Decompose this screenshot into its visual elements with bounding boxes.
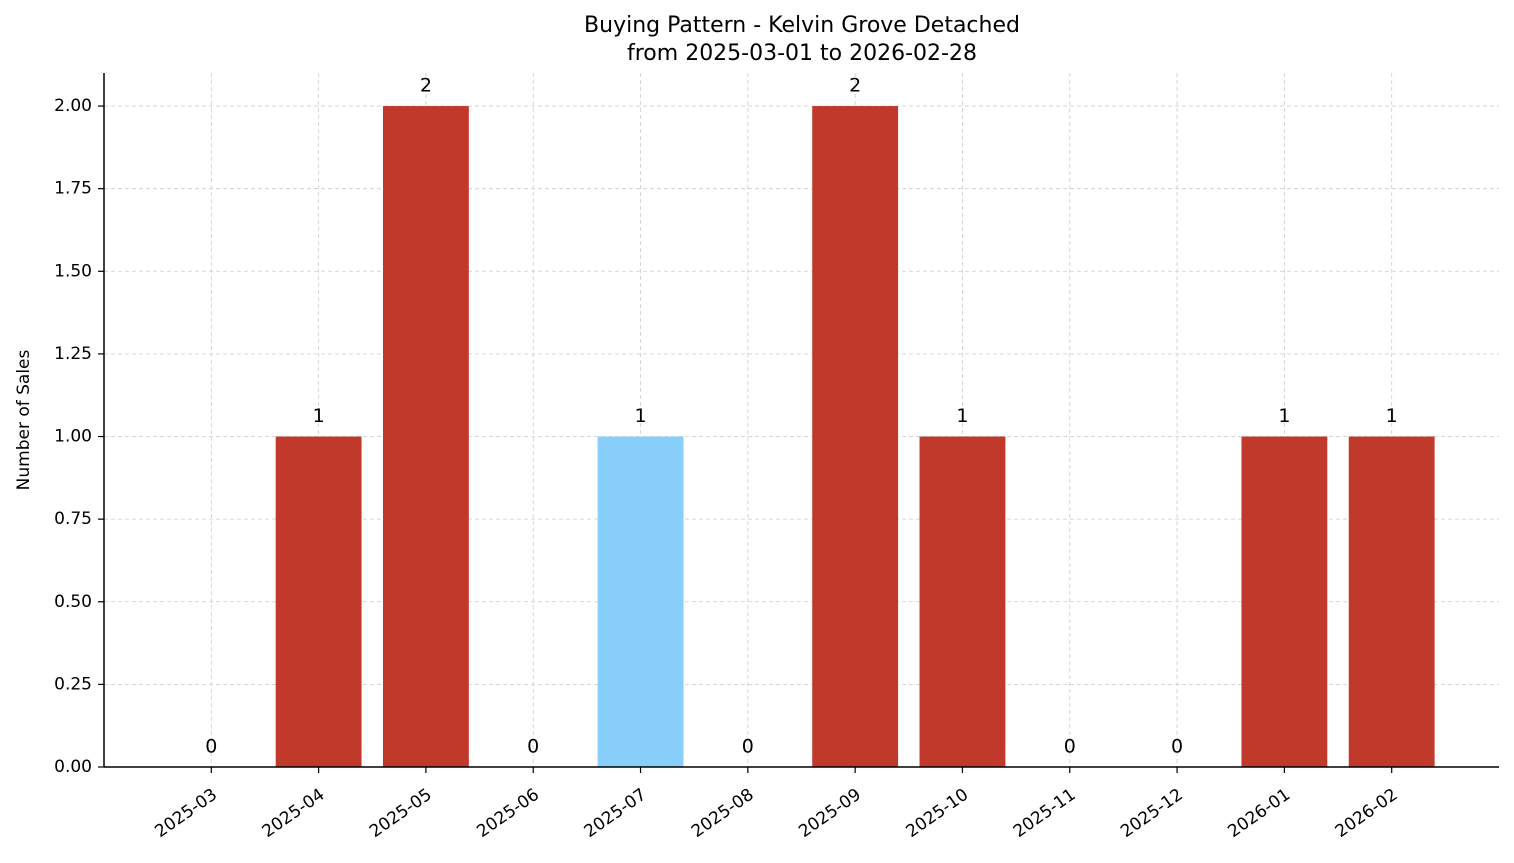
x-tick-label: 2025-09 (795, 785, 865, 842)
x-tick-label: 2025-06 (473, 785, 543, 842)
bar (919, 436, 1006, 767)
value-label: 1 (634, 405, 646, 427)
y-tick-label: 0.00 (54, 757, 92, 777)
value-label: 1 (956, 405, 968, 427)
x-tick-label: 2025-03 (151, 785, 221, 842)
y-tick-label: 1.75 (54, 179, 92, 199)
value-label: 0 (1171, 736, 1183, 758)
y-tick-label: 1.25 (54, 344, 92, 364)
x-tick-label: 2026-02 (1332, 785, 1402, 842)
value-label: 1 (1278, 405, 1290, 427)
bar (1348, 436, 1435, 767)
x-tick-label: 2025-10 (903, 785, 973, 842)
y-tick-label: 0.50 (54, 592, 92, 612)
x-tick-label: 2025-08 (688, 785, 758, 842)
bar (383, 106, 469, 768)
value-label: 0 (527, 736, 539, 758)
bar (275, 436, 362, 767)
y-tick-label: 2.00 (54, 96, 92, 116)
bar (1241, 436, 1328, 767)
x-tick-label: 2025-11 (1010, 785, 1080, 842)
value-label: 0 (742, 736, 754, 758)
bar (812, 106, 899, 768)
x-tick-label: 2026-01 (1224, 785, 1294, 842)
value-label: 0 (1064, 736, 1076, 758)
x-tick-label: 2025-04 (259, 785, 329, 842)
y-tick-label: 0.75 (54, 509, 92, 529)
value-label: 1 (1386, 405, 1398, 427)
marks (275, 106, 1435, 768)
value-label: 2 (420, 75, 432, 97)
chart-subtitle: from 2025-03-01 to 2026-02-28 (627, 41, 977, 66)
bar (597, 436, 684, 767)
y-tick-label: 1.50 (54, 261, 92, 281)
chart-title: Buying Pattern - Kelvin Grove Detached (584, 13, 1020, 38)
value-label: 0 (205, 736, 217, 758)
y-axis-label: Number of Sales (14, 349, 34, 490)
y-tick-label: 1.00 (54, 427, 92, 447)
value-label: 2 (849, 75, 861, 97)
x-tick-label: 2025-05 (366, 785, 436, 842)
x-tick-label: 2025-12 (1117, 785, 1187, 842)
y-tick-label: 0.25 (54, 674, 92, 694)
x-tick-label: 2025-07 (581, 785, 651, 842)
value-label: 1 (313, 405, 325, 427)
